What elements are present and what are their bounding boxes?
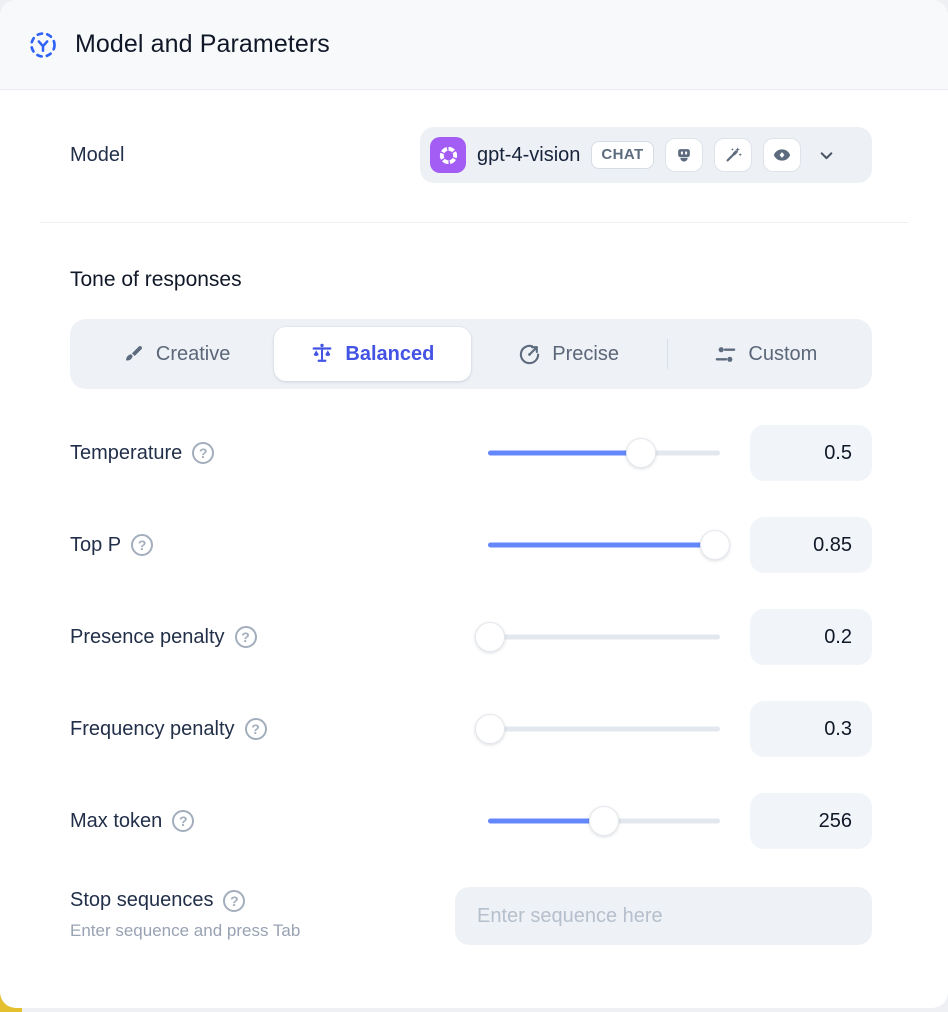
stop-sequences-hint: Enter sequence and press Tab: [70, 921, 301, 940]
sliders-icon: [714, 343, 737, 366]
slider-thumb[interactable]: [475, 622, 506, 652]
tab-divider: [666, 339, 668, 369]
tab-label: Custom: [748, 342, 818, 365]
model-select-dropdown[interactable]: gpt-4-vision CHAT: [420, 127, 872, 183]
help-icon[interactable]: [131, 534, 154, 556]
parameter-label: Presence penalty: [70, 625, 225, 648]
frequency-penalty-value[interactable]: 0.3: [750, 701, 872, 757]
tab-balanced[interactable]: Balanced: [274, 327, 471, 381]
presence-penalty-slider[interactable]: [475, 609, 720, 665]
tab-label: Precise: [552, 342, 619, 365]
stop-sequence-input[interactable]: [455, 887, 872, 945]
tab-custom[interactable]: Custom: [668, 327, 864, 381]
vision-eye-icon: [762, 138, 801, 172]
help-icon[interactable]: [223, 889, 246, 912]
chevron-down-icon[interactable]: [816, 145, 837, 166]
panel-header: Model and Parameters: [0, 0, 948, 90]
parameter-row-temperature: Temperature 0.5: [70, 425, 872, 481]
model-hub-icon: [28, 30, 58, 60]
tone-heading: Tone of responses: [70, 268, 242, 291]
parameter-row-top-p: Top P 0.85: [70, 517, 872, 573]
stop-sequences-label: Stop sequences: [70, 889, 214, 911]
parameter-label: Top P: [70, 533, 122, 556]
top-p-slider[interactable]: [488, 517, 731, 573]
section-divider: [40, 222, 908, 223]
temperature-value[interactable]: 0.5: [750, 425, 872, 481]
frequency-penalty-slider[interactable]: [475, 701, 720, 757]
model-label: Model: [70, 143, 125, 166]
slider-thumb[interactable]: [626, 438, 657, 468]
target-arrow-icon: [518, 343, 541, 366]
help-icon[interactable]: [244, 718, 267, 740]
max-token-slider[interactable]: [488, 793, 720, 849]
tab-label: Creative: [155, 342, 231, 365]
parameter-label: Temperature: [70, 441, 183, 464]
help-icon[interactable]: [172, 810, 195, 832]
openai-logo: [430, 137, 466, 173]
tone-tab-group: Creative Balanced: [70, 319, 872, 389]
slider-thumb[interactable]: [700, 530, 731, 560]
help-icon[interactable]: [234, 626, 257, 648]
help-icon[interactable]: [192, 442, 215, 464]
magic-wand-icon: [713, 138, 752, 172]
slider-thumb[interactable]: [475, 714, 506, 744]
panel-title: Model and Parameters: [75, 30, 330, 58]
stop-sequences-row: Stop sequences Enter sequence and press …: [70, 887, 872, 1005]
selected-model-name: gpt-4-vision: [477, 143, 581, 166]
parameter-label: Frequency penalty: [70, 717, 235, 740]
model-row: Model gpt-4-vision: [70, 127, 872, 183]
temperature-slider[interactable]: [488, 425, 720, 481]
top-p-value[interactable]: 0.85: [750, 517, 872, 573]
tab-precise[interactable]: Precise: [471, 327, 667, 381]
tab-label: Balanced: [345, 342, 435, 365]
balance-scale-icon: [310, 342, 334, 366]
paintbrush-icon: [122, 343, 145, 366]
parameter-row-max-token: Max token 256: [70, 793, 872, 849]
presence-penalty-value[interactable]: 0.2: [750, 609, 872, 665]
parameter-row-frequency-penalty: Frequency penalty 0.3: [70, 701, 872, 757]
tab-creative[interactable]: Creative: [78, 327, 274, 381]
robot-icon: [664, 138, 703, 172]
parameter-row-presence-penalty: Presence penalty 0.2: [70, 609, 872, 665]
parameter-label: Max token: [70, 809, 163, 832]
max-token-value[interactable]: 256: [750, 793, 872, 849]
chat-type-badge: CHAT: [591, 141, 654, 169]
slider-thumb[interactable]: [589, 806, 619, 836]
